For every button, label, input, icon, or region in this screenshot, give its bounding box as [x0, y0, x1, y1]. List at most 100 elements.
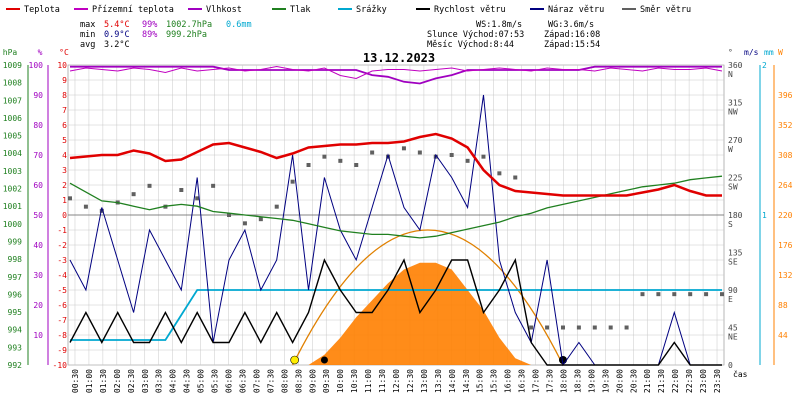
hpa-tick-label: 1001: [3, 202, 22, 211]
wm2-tick-label: 88: [778, 301, 788, 310]
temp-tick-label: 9: [62, 76, 67, 85]
x-tick-label: 14:00: [448, 369, 457, 393]
x-tick-label: 21:00: [643, 369, 652, 393]
wind-dir-point: [417, 150, 422, 155]
wm2-tick-label: 352: [778, 121, 793, 130]
dir-tick-label: 360: [728, 61, 743, 70]
legend-label-vlhkost: Vlhkost: [206, 5, 242, 15]
temp-tick-label: 3: [62, 166, 67, 175]
wind-dir-point: [338, 158, 343, 163]
dir-tick-label: 315: [728, 99, 743, 108]
wind-dir-point: [131, 192, 136, 197]
wind-dir-point: [227, 213, 232, 217]
temp-tick-label: 5: [62, 136, 67, 145]
stats-min-hum: 89%: [142, 30, 157, 40]
axis-label-mm: mm: [764, 48, 774, 57]
pct-tick-label: 90: [33, 91, 43, 100]
x-tick-label: 11:00: [364, 369, 373, 393]
rain-line: [70, 289, 722, 341]
wind-dir-point: [720, 292, 724, 297]
wind-dir-point: [640, 292, 645, 297]
temp-tick-label: -4: [57, 271, 67, 280]
legend-label-naraz: Náraz větru: [548, 5, 604, 15]
x-tick-label: 08:30: [294, 369, 303, 393]
wind-dir-point: [99, 208, 104, 213]
hpa-tick-label: 993: [8, 343, 23, 352]
x-tick-label: 02:30: [127, 369, 136, 393]
temp-tick-label: -2: [57, 241, 67, 250]
temp-tick-label: 10: [57, 61, 67, 70]
pct-tick-label: 80: [33, 121, 43, 130]
dir-tick-label: 135: [728, 249, 743, 258]
x-tick-label: 01:00: [85, 369, 94, 393]
temperature-line: [69, 132, 722, 197]
ms-tick-label: 1: [762, 211, 767, 220]
dir-tick-compass: NE: [728, 333, 738, 342]
x-tick-label: 07:30: [266, 369, 275, 393]
temp-tick-label: -10: [53, 361, 68, 370]
x-tick-label: 20:30: [629, 369, 638, 393]
x-tick-label: 13:30: [434, 369, 443, 393]
axes-layer: 00:30 01:00 01:30 02:00 02:30 03:00 03:30 04:00…: [3, 48, 793, 393]
hpa-tick-label: 1008: [3, 79, 22, 88]
dir-tick-label: 270: [728, 136, 743, 145]
x-tick-label: 05:30: [211, 369, 220, 393]
x-tick-label: 15:30: [490, 369, 499, 393]
wind-dir-point: [576, 325, 581, 330]
wind-dir-point: [704, 292, 709, 297]
temp-tick-label: 7: [62, 106, 67, 115]
pct-tick-label: 30: [33, 271, 43, 280]
x-tick-label: 12:00: [392, 369, 401, 393]
axis-label-pct: %: [38, 48, 43, 57]
wind-dir-point: [529, 325, 534, 330]
x-tick-label: 11:30: [378, 369, 387, 393]
dir-tick-label: 225: [728, 174, 743, 183]
x-tick-label: 10:00: [336, 369, 345, 393]
moon-rise-info: Měsíc Východ:8:44: [427, 40, 514, 50]
wind-gust-info: WG:3.6m/s: [548, 20, 594, 30]
hpa-tick-label: 995: [8, 308, 23, 317]
hpa-tick-label: 1002: [3, 185, 22, 194]
x-tick-label: 14:30: [462, 369, 471, 393]
dir-tick-compass: SW: [728, 183, 738, 192]
x-tick-label: 13:00: [420, 369, 429, 393]
speed-line: [69, 257, 722, 366]
x-tick-label: 18:00: [559, 369, 568, 393]
x-tick-label: 06:00: [225, 369, 234, 393]
dir-tick-label: 0: [728, 361, 733, 370]
temp-tick-label: -9: [57, 346, 67, 355]
pct-tick-label: 10: [33, 331, 43, 340]
temp-tick-label: 8: [62, 91, 67, 100]
sunrise-marker: [290, 355, 299, 365]
pct-tick-label: 20: [33, 301, 43, 310]
temp-tick-label: 1: [62, 196, 67, 205]
stats-max-press: 1002.7hPa: [166, 20, 212, 30]
x-tick-label: 03:30: [155, 369, 164, 393]
temp-tick-label: -3: [57, 256, 67, 265]
stats-max-temp: 5.4°C: [104, 20, 130, 30]
stats-max-label: max: [80, 20, 95, 30]
x-tick-label: 19:00: [587, 369, 596, 393]
pct-tick-label: 100: [29, 61, 44, 70]
legend-label-pteplota: Přízemní teplota: [92, 5, 174, 15]
chart-title: 13.12.2023: [363, 51, 435, 65]
x-tick-label: 02:00: [113, 369, 122, 393]
sun-path: [292, 229, 564, 366]
x-tick-label: 20:00: [615, 369, 624, 393]
hpa-tick-label: 1009: [3, 61, 22, 70]
axis-label-ms: m/s: [744, 48, 759, 57]
wind-speed-info: WS:1.8m/s: [476, 20, 522, 30]
stats-panel: max 5.4°C 99% 1002.7hPa 0.6mm min 0.9°C …: [80, 20, 600, 50]
wind-dir-point: [688, 292, 693, 297]
stats-max-hum: 99%: [142, 20, 157, 30]
wind-dir-point: [274, 204, 279, 209]
x-tick-label: 16:30: [518, 369, 527, 393]
hpa-tick-label: 996: [8, 290, 23, 299]
x-tick-label: 12:30: [406, 369, 415, 393]
temp-tick-label: 2: [62, 181, 67, 190]
x-tick-label: 23:00: [699, 369, 708, 393]
legend-label-srazky: Srážky: [356, 5, 387, 15]
wind-dir-point: [322, 154, 327, 159]
x-tick-label: 04:30: [183, 369, 192, 393]
